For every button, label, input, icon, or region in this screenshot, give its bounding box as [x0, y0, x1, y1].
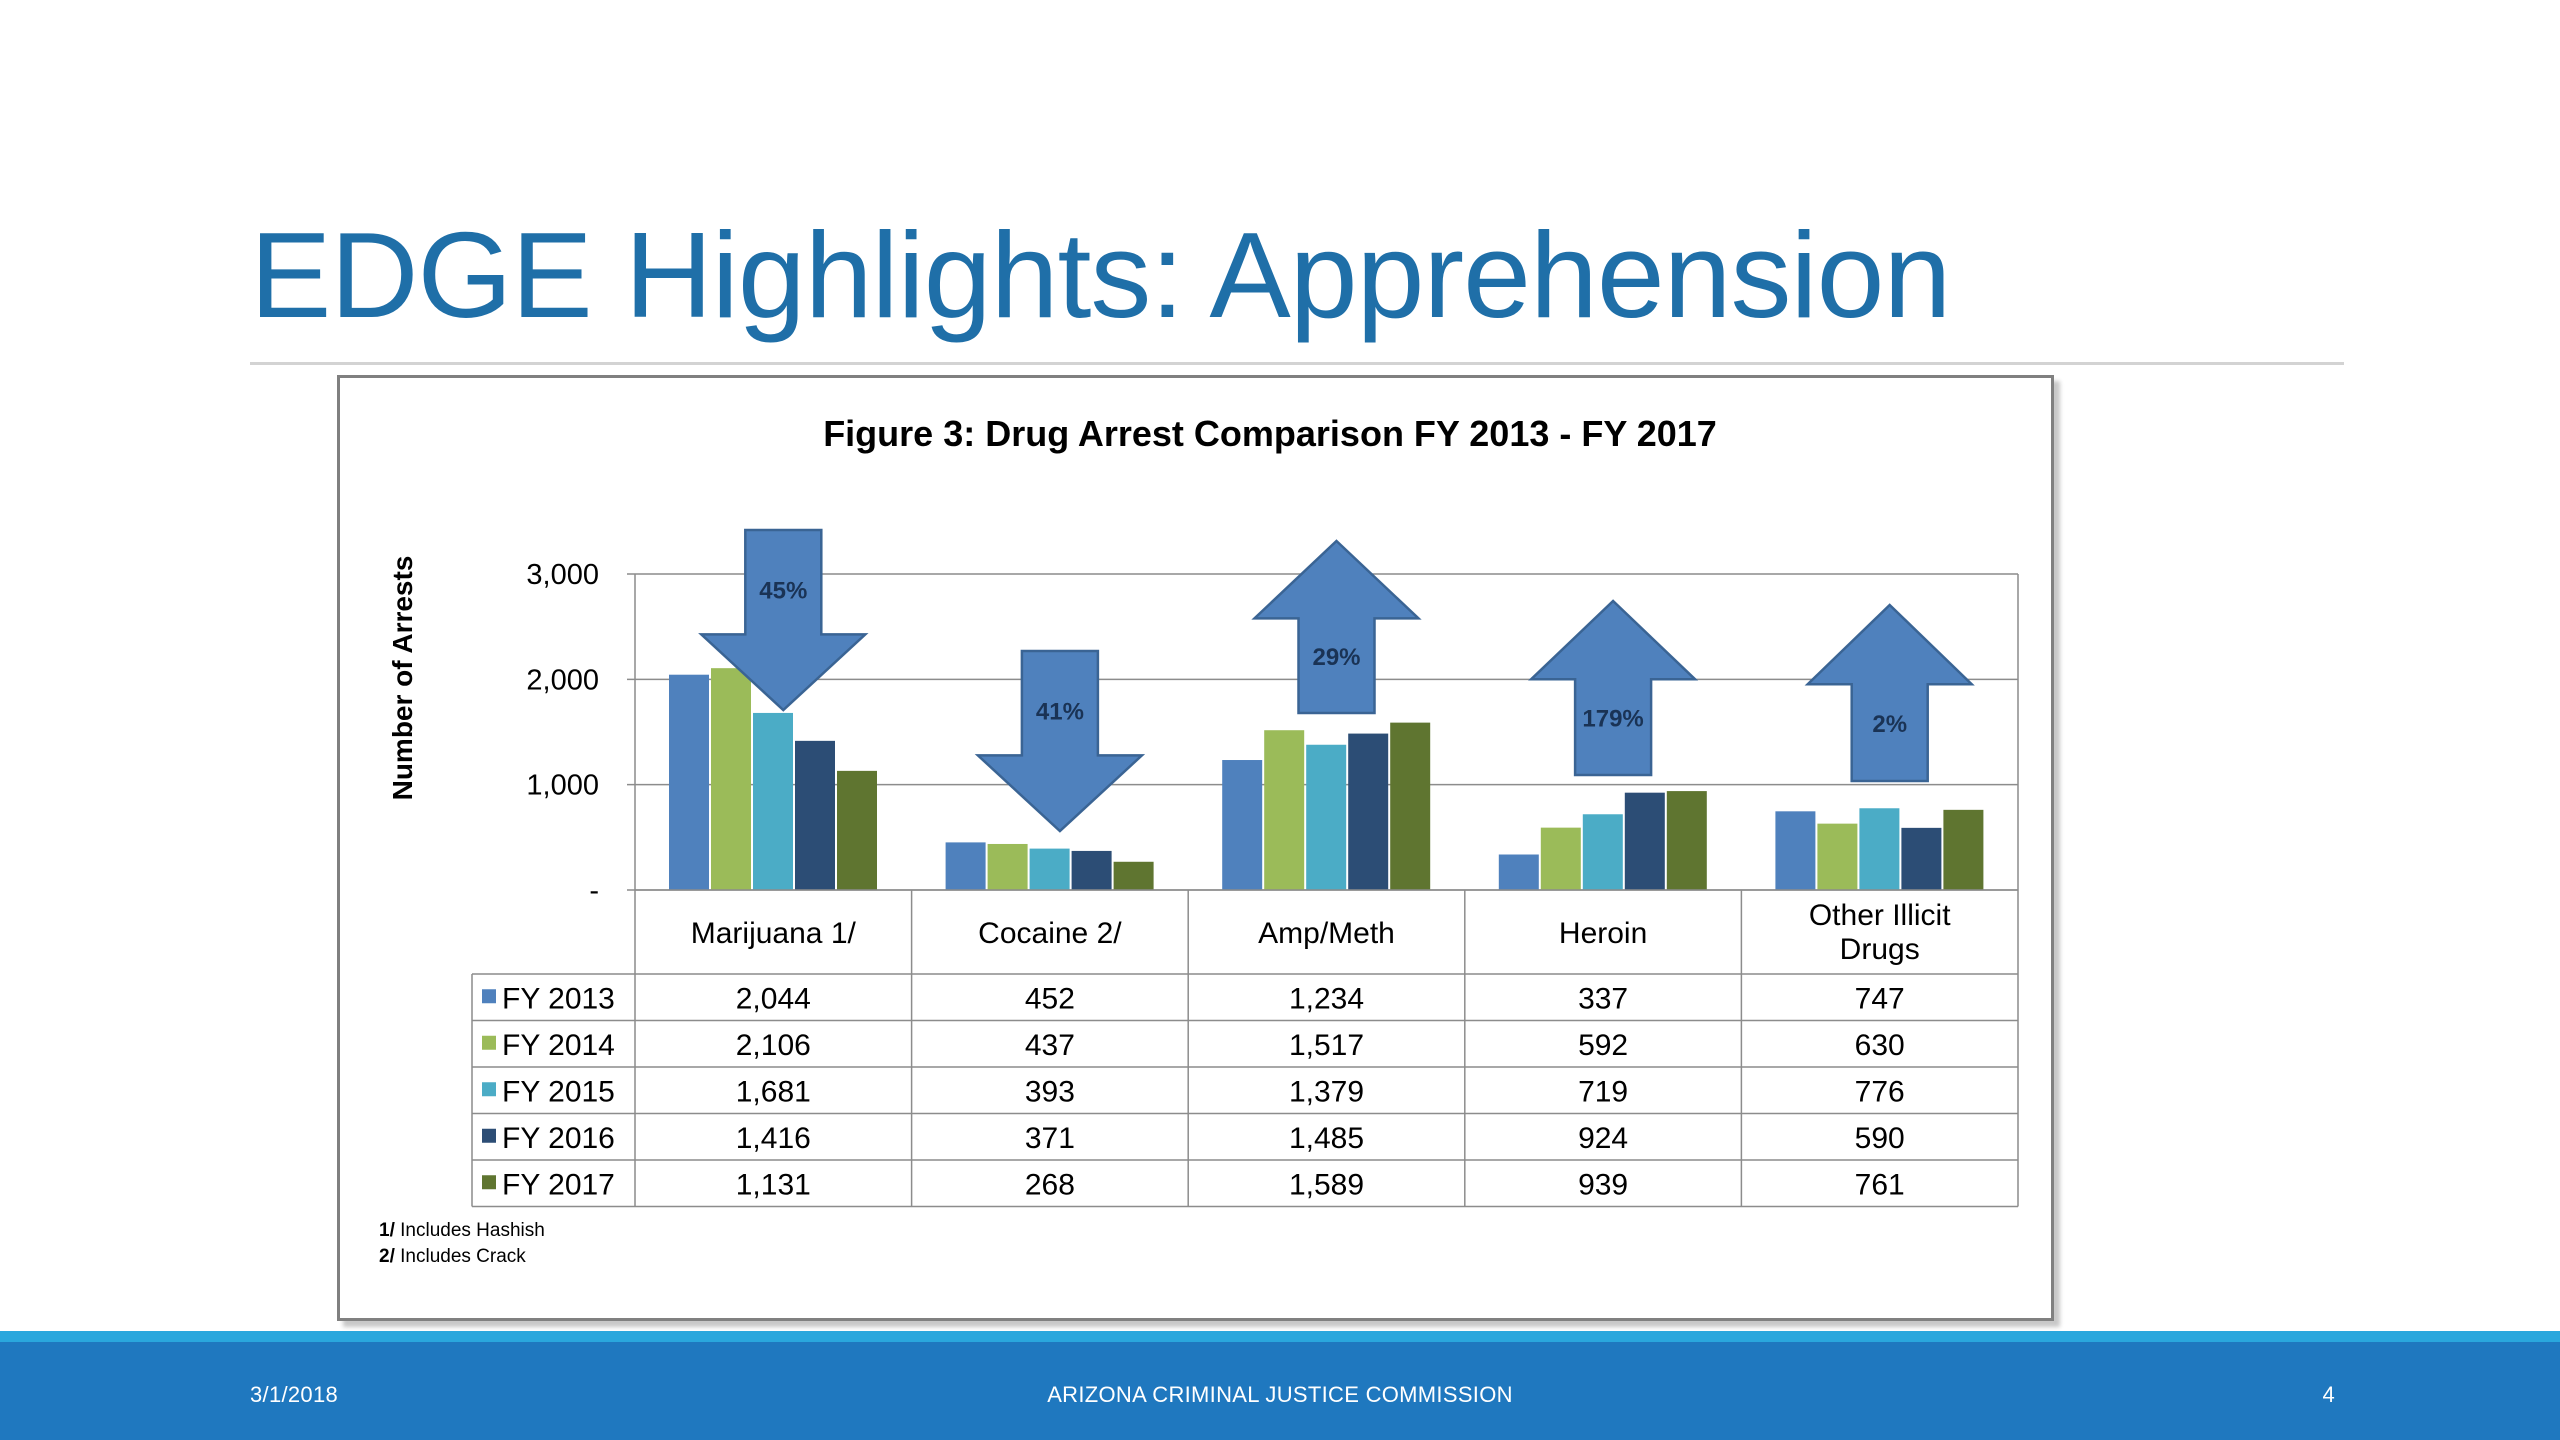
- table-cell: 1,589: [1289, 1168, 1364, 1201]
- slide-title: EDGE Highlights: Apprehension: [250, 207, 1951, 343]
- category-label: Other Illicit Drugs: [1809, 899, 1951, 966]
- arrow-percent-label: 41%: [1036, 698, 1084, 725]
- bar: FY 2017 Marijuana 1/: 1,131: [837, 770, 877, 890]
- y-tick-label: -: [589, 875, 599, 907]
- legend-swatch: [482, 1128, 496, 1143]
- table-cell: 2,044: [736, 982, 811, 1015]
- footnote: 2/ Includes Crack: [379, 1246, 526, 1267]
- bar: FY 2016 Marijuana 1/: 1,416: [795, 740, 835, 890]
- legend-label: FY 2017: [502, 1168, 615, 1201]
- arrow-percent-label: 179%: [1582, 706, 1643, 733]
- bar: FY 2016 Amp/Meth: 1,485: [1348, 733, 1389, 890]
- chart-title: Figure 3: Drug Arrest Comparison FY 2013…: [823, 413, 1717, 454]
- bar: FY 2017 Cocaine 2/: 268: [1113, 861, 1154, 890]
- table-cell: 1,416: [736, 1122, 811, 1155]
- table-cell: 393: [1025, 1075, 1075, 1108]
- table-cell: 939: [1578, 1168, 1628, 1201]
- legend-label: FY 2014: [502, 1029, 615, 1062]
- bar: FY 2014 Other Illicit Drugs: 630: [1817, 823, 1858, 890]
- y-tick-label: 1,000: [526, 770, 599, 802]
- table-cell: 1,485: [1289, 1122, 1364, 1155]
- bar: FY 2014 Amp/Meth: 1,517: [1264, 730, 1305, 890]
- up-arrow-icon: [1251, 539, 1422, 715]
- footer-bar: [0, 1342, 2560, 1440]
- bar: FY 2013 Marijuana 1/: 2,044: [669, 674, 709, 890]
- category-label: Marijuana 1/: [691, 917, 857, 950]
- footnote: 1/ Includes Hashish: [379, 1220, 545, 1241]
- up-arrow-icon: [1804, 603, 1975, 783]
- bar: FY 2015 Cocaine 2/: 393: [1029, 848, 1070, 890]
- bar: FY 2016 Other Illicit Drugs: 590: [1901, 827, 1942, 890]
- bar: FY 2013 Amp/Meth: 1,234: [1222, 760, 1263, 890]
- legend-swatch: [482, 1035, 496, 1050]
- bars: FY 2013 Marijuana 1/: 2,044FY 2014 Marij…: [669, 668, 1984, 890]
- legend-label: FY 2013: [502, 982, 615, 1015]
- legend-swatch: [482, 1082, 496, 1097]
- bar: FY 2016 Heroin: 924: [1624, 792, 1665, 890]
- table-cell: 719: [1578, 1075, 1628, 1108]
- up-arrow-icon: [1527, 599, 1699, 777]
- data-table: Marijuana 1/Cocaine 2/Amp/Meth Heroin Othe…: [471, 889, 2019, 1208]
- footnotes: 1/ Includes Hashish 2/ Includes Crack: [379, 1220, 545, 1267]
- bar: FY 2014 Heroin: 592: [1540, 827, 1581, 890]
- table-cell: 371: [1025, 1122, 1075, 1155]
- table-cell: 1,379: [1289, 1075, 1364, 1108]
- down-arrow-icon: [974, 649, 1146, 833]
- table-cell: 747: [1855, 982, 1905, 1015]
- y-axis-label: Number of Arrests: [387, 556, 418, 801]
- category-label: Cocaine 2/: [978, 917, 1122, 950]
- table-cell: 1,131: [736, 1168, 811, 1201]
- category-label: Heroin: [1559, 917, 1647, 950]
- legend-swatch: [482, 989, 496, 1004]
- table-cell: 452: [1025, 982, 1075, 1015]
- table-cell: 2,106: [736, 1029, 811, 1062]
- change-arrows: 45% 41% 29% 179% 2%: [698, 528, 1975, 833]
- table-cell: 268: [1025, 1168, 1075, 1201]
- bar: FY 2017 Heroin: 939: [1666, 791, 1707, 890]
- bar: FY 2015 Heroin: 719: [1582, 814, 1623, 890]
- bar: FY 2016 Cocaine 2/: 371: [1071, 850, 1112, 890]
- table-cell: 592: [1578, 1029, 1628, 1062]
- legend-label: FY 2015: [502, 1075, 615, 1108]
- footer-date: 3/1/2018: [250, 1382, 339, 1407]
- table-cell: 924: [1578, 1122, 1628, 1155]
- bar: FY 2015 Other Illicit Drugs: 776: [1859, 808, 1900, 890]
- down-arrow-icon: [698, 528, 869, 712]
- chart: Figure 3: Drug Arrest Comparison FY 2013…: [379, 413, 2019, 1267]
- table-cell: 590: [1855, 1122, 1905, 1155]
- bar: FY 2015 Marijuana 1/: 1,681: [753, 712, 793, 890]
- y-tick-label: 3,000: [526, 559, 599, 591]
- table-cell: 630: [1855, 1029, 1905, 1062]
- arrow-percent-label: 2%: [1872, 711, 1907, 738]
- table-cell: 1,234: [1289, 982, 1364, 1015]
- table-cell: 761: [1855, 1168, 1905, 1201]
- slide-number: 4: [2322, 1382, 2335, 1407]
- y-tick-label: 2,000: [526, 664, 599, 696]
- bar: FY 2014 Marijuana 1/: 2,106: [711, 668, 751, 890]
- table-cell: 437: [1025, 1029, 1075, 1062]
- arrow-percent-label: 29%: [1312, 644, 1360, 671]
- footer-organization: ARIZONA CRIMINAL JUSTICE COMMISSION: [1047, 1382, 1513, 1407]
- bar: FY 2017 Other Illicit Drugs: 761: [1943, 809, 1984, 890]
- arrow-percent-label: 45%: [759, 577, 807, 604]
- bar: FY 2015 Amp/Meth: 1,379: [1306, 744, 1347, 890]
- table-cell: 1,517: [1289, 1029, 1364, 1062]
- bar: FY 2017 Amp/Meth: 1,589: [1390, 722, 1431, 890]
- legend-swatch: [482, 1175, 496, 1190]
- table-cell: 1,681: [736, 1075, 811, 1108]
- legend-label: FY 2016: [502, 1122, 615, 1155]
- table-cell: 776: [1855, 1075, 1905, 1108]
- footer-accent-stripe: [0, 1331, 2560, 1342]
- y-axis-ticks: - 1,000 2,000 3,000: [526, 559, 599, 907]
- table-cell: 337: [1578, 982, 1628, 1015]
- bar: FY 2013 Heroin: 337: [1498, 854, 1539, 890]
- chart-frame: [337, 375, 2054, 1321]
- title-divider: [250, 362, 2344, 365]
- bar: FY 2013 Other Illicit Drugs: 747: [1775, 811, 1816, 890]
- category-label: Amp/Meth: [1258, 917, 1395, 950]
- bar: FY 2013 Cocaine 2/: 452: [945, 842, 986, 890]
- bar: FY 2014 Cocaine 2/: 437: [987, 843, 1028, 890]
